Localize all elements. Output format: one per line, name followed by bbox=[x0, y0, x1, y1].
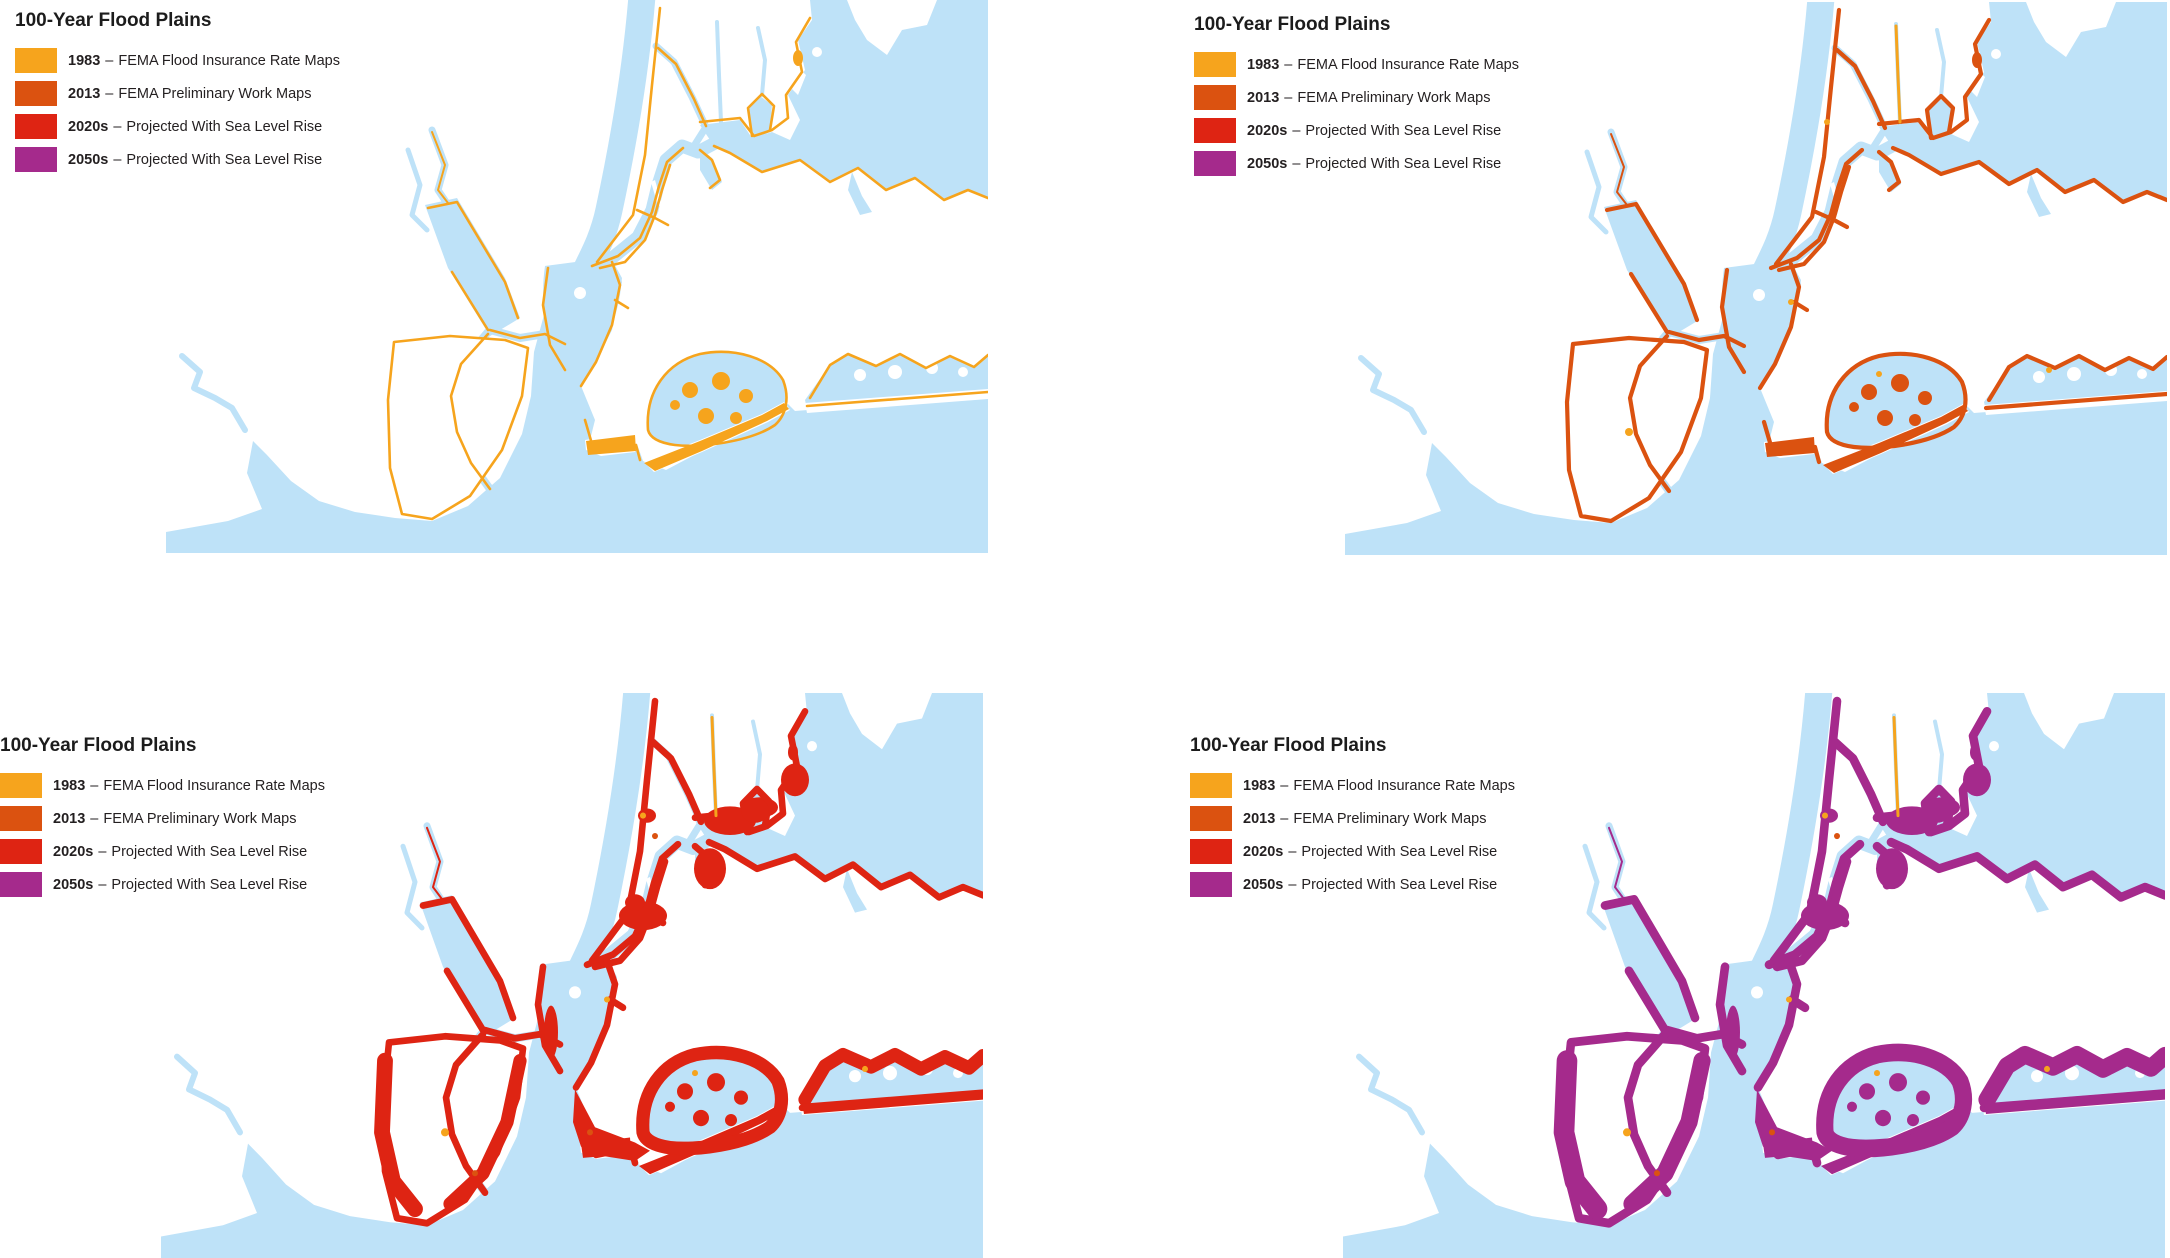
legend-row-2050s: 2050s – Projected With Sea Level Rise bbox=[1190, 872, 1610, 897]
swatch-2020s bbox=[0, 839, 42, 864]
legend-row-2020s: 2020s – Projected With Sea Level Rise bbox=[1190, 839, 1610, 864]
swatch-1983 bbox=[1190, 773, 1232, 798]
legend-2013: 100-Year Flood Plains 1983– FEMA Flood In… bbox=[1194, 14, 1614, 176]
swatch-2020s bbox=[1190, 839, 1232, 864]
legend-row-2050s: 2050s – Projected With Sea Level Rise bbox=[1194, 151, 1614, 176]
legend-title: 100-Year Flood Plains bbox=[1194, 14, 1391, 35]
legend-row-2020s: 2020s – Projected With Sea Level Rise bbox=[0, 839, 420, 864]
swatch-1983 bbox=[15, 48, 57, 73]
legend-2050s: 100-Year Flood Plains 1983– FEMA Flood In… bbox=[1190, 735, 1610, 897]
legend-1983: 100-Year Flood Plains 1983– FEMA Flood In… bbox=[15, 10, 435, 172]
swatch-2050s bbox=[1190, 872, 1232, 897]
legend-2020s: 100-Year Flood Plains 1983– FEMA Flood In… bbox=[0, 735, 420, 897]
swatch-2050s bbox=[1194, 151, 1236, 176]
legend-row-2050s: 2050s – Projected With Sea Level Rise bbox=[15, 147, 435, 172]
swatch-2013 bbox=[1194, 85, 1236, 110]
legend-row-2013: 2013– FEMA Preliminary Work Maps bbox=[15, 81, 435, 106]
legend-row-1983: 1983– FEMA Flood Insurance Rate Maps bbox=[15, 48, 435, 73]
legend-row-2050s: 2050s – Projected With Sea Level Rise bbox=[0, 872, 420, 897]
legend-row-1983: 1983– FEMA Flood Insurance Rate Maps bbox=[1190, 773, 1610, 798]
swatch-1983 bbox=[0, 773, 42, 798]
swatch-2013 bbox=[15, 81, 57, 106]
swatch-2013 bbox=[1190, 806, 1232, 831]
swatch-2050s bbox=[15, 147, 57, 172]
legend-row-1983: 1983– FEMA Flood Insurance Rate Maps bbox=[1194, 52, 1614, 77]
legend-title: 100-Year Flood Plains bbox=[1190, 735, 1387, 756]
legend-title: 100-Year Flood Plains bbox=[15, 10, 212, 31]
legend-row-2013: 2013– FEMA Preliminary Work Maps bbox=[1190, 806, 1610, 831]
legend-row-2020s: 2020s – Projected With Sea Level Rise bbox=[15, 114, 435, 139]
legend-row-2020s: 2020s – Projected With Sea Level Rise bbox=[1194, 118, 1614, 143]
legend-title: 100-Year Flood Plains bbox=[0, 735, 197, 756]
legend-row-2013: 2013– FEMA Preliminary Work Maps bbox=[1194, 85, 1614, 110]
swatch-2050s bbox=[0, 872, 42, 897]
swatch-1983 bbox=[1194, 52, 1236, 77]
legend-row-2013: 2013– FEMA Preliminary Work Maps bbox=[0, 806, 420, 831]
swatch-2020s bbox=[1194, 118, 1236, 143]
swatch-2020s bbox=[15, 114, 57, 139]
legend-row-1983: 1983– FEMA Flood Insurance Rate Maps bbox=[0, 773, 420, 798]
swatch-2013 bbox=[0, 806, 42, 831]
